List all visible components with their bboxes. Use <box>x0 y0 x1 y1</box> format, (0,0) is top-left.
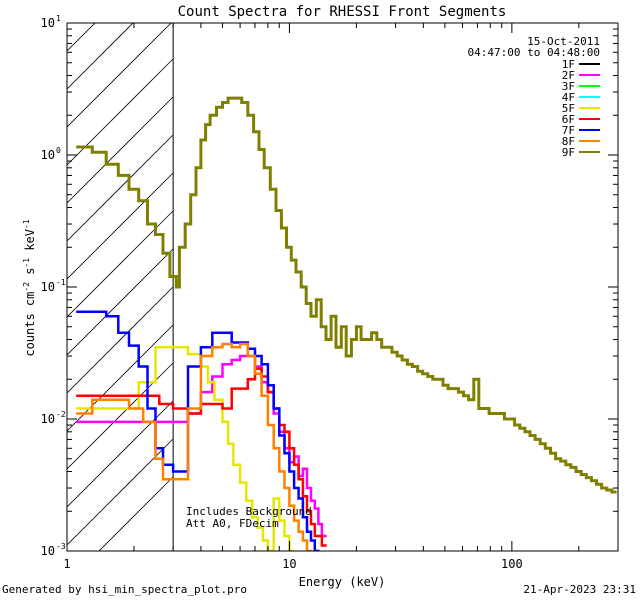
hatch-line <box>67 23 172 128</box>
y-tick-exponent: -2 <box>56 410 66 419</box>
y-label-sup: -1 <box>22 219 31 229</box>
x-tick-label: 1 <box>63 557 70 571</box>
hatch-line <box>67 23 134 90</box>
annotation-attenuator: Att A0, FDecim <box>186 517 279 530</box>
y-label-part: s <box>23 268 37 282</box>
legend-label-5f: 5F <box>562 102 575 115</box>
series-9f <box>76 96 617 494</box>
y-label-part: counts cm <box>23 292 37 357</box>
hatch-line <box>67 210 174 318</box>
hatch-line <box>67 438 174 546</box>
hatch-line <box>67 96 174 204</box>
hatch-line <box>67 400 174 508</box>
y-label-part: keV <box>23 229 37 258</box>
y-axis-label: counts cm-2 s-1 keV-1 <box>22 219 37 356</box>
footer-timestamp: 21-Apr-2023 23:31 <box>523 583 636 596</box>
legend-label-3f: 3F <box>562 80 575 93</box>
y-tick-exponent: -1 <box>56 278 66 287</box>
x-tick-label: 10 <box>282 557 296 571</box>
series-layer <box>76 96 617 551</box>
hatched-region <box>67 0 174 551</box>
x-axis-label: Energy (keV) <box>299 575 386 589</box>
annotation-background: Includes Background <box>186 505 312 518</box>
legend-label-8f: 8F <box>562 135 575 148</box>
hatch-line <box>67 248 174 356</box>
legend-label-9f: 9F <box>562 146 575 159</box>
hatch-line <box>67 58 174 166</box>
hatch-line <box>67 0 173 13</box>
legend-label-2f: 2F <box>562 69 575 82</box>
y-label-sup: -1 <box>22 258 31 268</box>
footer-generated: Generated by hsi_min_spectra_plot.pro <box>2 583 248 596</box>
legend-label-4f: 4F <box>562 91 575 104</box>
y-tick-label: 10 <box>41 544 55 558</box>
y-tick-exponent: 0 <box>56 146 61 155</box>
hatch-line <box>67 324 174 432</box>
series-5f <box>76 345 295 551</box>
hatch-line <box>67 134 174 242</box>
hatch-line <box>67 172 174 280</box>
series-8f <box>76 342 312 551</box>
y-tick-label: 10 <box>41 280 55 294</box>
hatch-line <box>67 362 174 470</box>
y-tick-label: 10 <box>41 412 55 426</box>
series-7f <box>76 310 320 551</box>
date-label: 15-Oct-2011 <box>527 35 600 48</box>
hatch-line <box>67 23 96 52</box>
legend-label-7f: 7F <box>562 124 575 137</box>
y-tick-exponent: 1 <box>56 14 61 23</box>
plot-frame <box>66 22 619 552</box>
legend-label-1f: 1F <box>562 58 575 71</box>
y-tick-exponent: -3 <box>56 542 66 551</box>
chart-title: Count Spectra for RHESSI Front Segments <box>178 4 507 20</box>
legend-label-6f: 6F <box>562 113 575 126</box>
y-tick-label: 10 <box>41 148 55 162</box>
hatch-line <box>67 286 174 394</box>
hatch-line <box>98 476 174 551</box>
x-tick-label: 100 <box>501 557 523 571</box>
y-tick-label: 10 <box>41 16 55 30</box>
time-range-label: 04:47:00 to 04:48:00 <box>468 46 600 59</box>
y-label-sup: -2 <box>22 282 31 292</box>
